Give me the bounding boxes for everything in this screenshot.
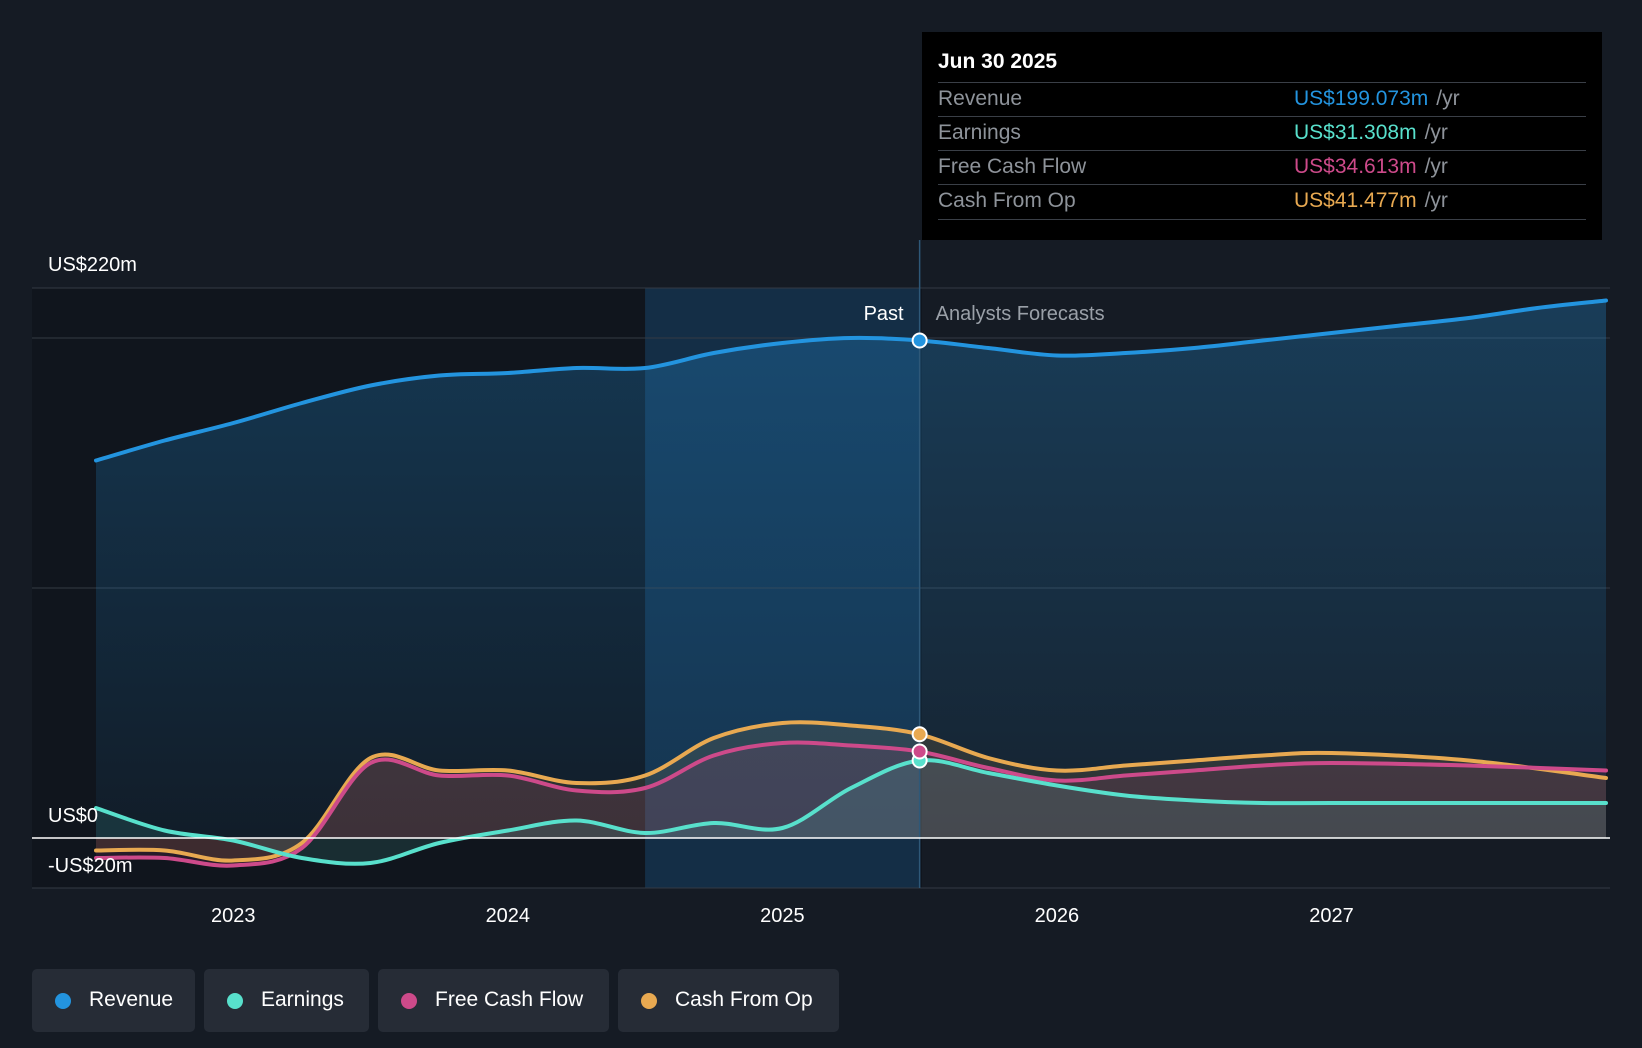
tooltip-date: Jun 30 2025 [938,50,1058,73]
line-cash-from-op [94,720,1608,863]
tooltip-value-text: US$34.613m [1294,155,1417,178]
tooltip-row-cash-from-op: Cash From Op US$41.477m/yr [938,184,1586,220]
tooltip-name: Cash From Op [938,189,1076,212]
past-label: Past [864,303,904,325]
y-label-bottom: -US$20m [48,855,132,877]
legend-label: Cash From Op [675,988,813,1011]
forecast-label: Analysts Forecasts [936,303,1105,325]
x-tick-label: 2024 [486,905,531,927]
line-earnings [94,758,1608,866]
x-tick-label: 2023 [211,905,256,927]
revenue-dot-icon [55,993,71,1009]
legend-label: Free Cash Flow [435,988,584,1011]
tooltip-unit: /yr [1424,121,1448,144]
line-free-cash-flow [94,740,1608,868]
tooltip-unit: /yr [1424,189,1448,212]
x-tick-label: 2025 [760,905,805,927]
tooltip-row-revenue: Revenue US$199.073m/yr [938,82,1586,117]
legend-item-revenue[interactable]: Revenue [32,969,195,1032]
tooltip-value-text: US$199.073m [1294,87,1429,110]
x-tick-label: 2026 [1035,905,1080,927]
tooltip-value: US$199.073m/yr [1294,87,1460,111]
y-label-zero: US$0 [48,805,98,827]
tooltip-value-text: US$31.308m [1294,121,1417,144]
tooltip-value: US$34.613m/yr [1294,155,1448,179]
marker-free-cash-flow [911,743,928,760]
marker-cash-from-op [911,726,928,743]
cash-from-op-dot-icon [641,993,657,1009]
area-revenue [96,300,1606,838]
legend-item-earnings[interactable]: Earnings [204,969,369,1032]
tooltip-value: US$31.308m/yr [1294,121,1448,145]
y-label-top: US$220m [48,254,137,276]
x-tick-label: 2027 [1309,905,1354,927]
tooltip-name: Free Cash Flow [938,155,1087,178]
area-cash-from-op [96,722,1606,861]
tooltip-unit: /yr [1424,155,1448,178]
earnings-dot-icon [227,993,243,1009]
series-lines [94,298,1608,868]
legend-label: Revenue [89,988,174,1011]
tooltip-value: US$41.477m/yr [1294,189,1448,213]
tooltip-row-free-cash-flow: Free Cash Flow US$34.613m/yr [938,150,1586,185]
tooltip-value-text: US$41.477m [1294,189,1417,212]
hover-markers [911,332,928,769]
tooltip-name: Revenue [938,87,1023,110]
tooltip: Jun 30 2025 Revenue US$199.073m/yr Earni… [922,32,1602,240]
marker-revenue [911,332,928,349]
tooltip-row-earnings: Earnings US$31.308m/yr [938,116,1586,151]
x-axis-ticks: 2023 2024 2025 2026 2027 [211,905,1354,927]
legend-item-cash-from-op[interactable]: Cash From Op [618,969,839,1032]
tooltip-name: Earnings [938,121,1021,144]
line-revenue [94,298,1608,463]
legend-label: Earnings [261,988,344,1011]
free-cash-flow-dot-icon [401,993,417,1009]
tooltip-unit: /yr [1436,87,1460,110]
legend-item-free-cash-flow[interactable]: Free Cash Flow [378,969,609,1032]
